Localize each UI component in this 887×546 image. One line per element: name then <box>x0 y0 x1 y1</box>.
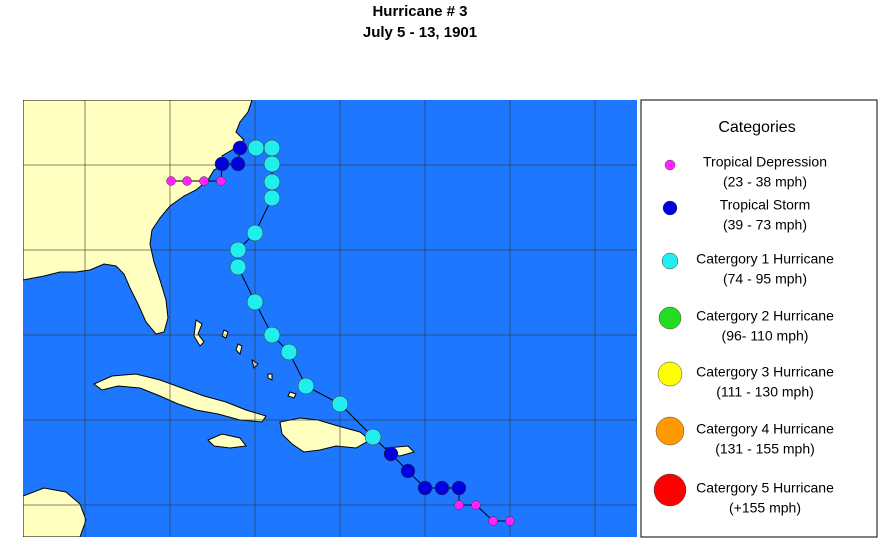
legend-range: (96- 110 mph) <box>722 328 809 344</box>
legend: Tropical Depression (23 - 38 mph) Tropical… <box>653 154 834 516</box>
track-point <box>232 140 248 156</box>
legend-label: Catergory 1 Hurricane <box>696 251 834 267</box>
track-point <box>297 377 315 395</box>
legend-marker <box>657 361 683 387</box>
track-point <box>488 516 498 526</box>
track-point <box>505 516 515 526</box>
legend-marker <box>661 252 679 270</box>
track-point <box>214 156 230 172</box>
track-point <box>263 189 281 207</box>
legend-label: Tropical Depression <box>703 154 827 170</box>
legend-label: Catergory 4 Hurricane <box>696 421 834 437</box>
cuba <box>93 373 267 423</box>
legend-range: (74 - 95 mph) <box>723 271 807 287</box>
track-point <box>263 155 281 173</box>
south-america <box>23 487 87 537</box>
legend-label: Catergory 5 Hurricane <box>696 480 834 496</box>
track-point <box>166 176 176 186</box>
track-point <box>383 446 399 462</box>
legend-label: Tropical Storm <box>720 197 811 213</box>
jamaica <box>207 433 247 449</box>
legend-label: Catergory 3 Hurricane <box>696 364 834 380</box>
legend-range: (39 - 73 mph) <box>723 217 807 233</box>
legend-marker <box>658 306 682 330</box>
track-point <box>263 173 281 191</box>
track-point <box>400 463 416 479</box>
legend-range: (131 - 155 mph) <box>715 441 815 457</box>
legend-marker <box>655 416 685 446</box>
track-point <box>229 241 247 259</box>
legend-title: Categories <box>718 119 795 136</box>
storm-track <box>166 139 515 526</box>
track-point <box>417 480 433 496</box>
legend-range: (111 - 130 mph) <box>716 384 814 400</box>
bahamas <box>193 319 297 399</box>
track-point <box>247 139 265 157</box>
track-point <box>454 500 464 510</box>
track-point <box>246 224 264 242</box>
legend-marker <box>653 473 687 507</box>
track-point <box>280 343 298 361</box>
legend-marker <box>664 159 676 171</box>
track-point <box>364 428 382 446</box>
map <box>23 100 637 537</box>
track-point <box>182 176 192 186</box>
track-point <box>263 139 281 157</box>
track-point <box>471 500 481 510</box>
track-point <box>263 326 281 344</box>
grid <box>23 100 637 537</box>
track-point <box>331 395 349 413</box>
track-point <box>434 480 450 496</box>
title: Hurricane # 3 <box>372 3 467 20</box>
track-point <box>451 480 467 496</box>
legend-marker <box>662 200 678 216</box>
legend-range: (+155 mph) <box>729 500 801 516</box>
track-point <box>246 293 264 311</box>
track-point <box>199 176 209 186</box>
track-point <box>229 258 247 276</box>
legend-range: (23 - 38 mph) <box>723 174 807 190</box>
subtitle: July 5 - 13, 1901 <box>363 24 477 41</box>
legend-label: Catergory 2 Hurricane <box>696 308 834 324</box>
track-point <box>230 156 246 172</box>
track-point <box>216 176 226 186</box>
